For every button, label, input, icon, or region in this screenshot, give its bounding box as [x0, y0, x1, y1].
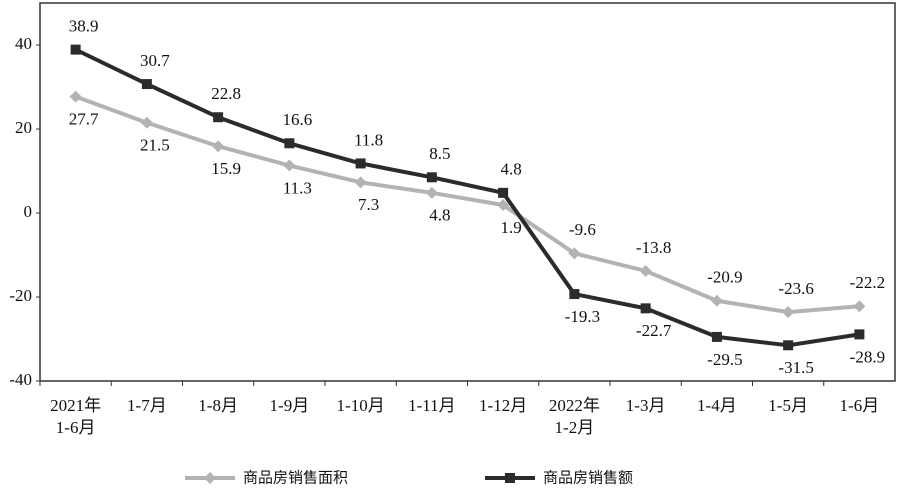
y-tick-label: 20 [15, 118, 32, 137]
data-label: 11.3 [283, 178, 312, 197]
marker [498, 187, 509, 198]
data-label: 8.5 [429, 144, 450, 163]
x-tick-label: 1-10月 [337, 396, 385, 415]
x-tick-label: 1-12月 [479, 396, 527, 415]
x-tick-label: 1-5月 [768, 396, 808, 415]
x-tick-label: 1-4月 [697, 396, 737, 415]
data-label: 4.8 [429, 206, 450, 225]
x-tick-label: 1-3月 [626, 396, 666, 415]
marker [710, 294, 723, 307]
x-tick-label: 1-11月 [408, 396, 456, 415]
data-label: 21.5 [140, 136, 170, 155]
marker [69, 90, 82, 103]
y-tick-label: -40 [9, 370, 32, 389]
data-label: -9.6 [569, 220, 596, 239]
marker [283, 159, 296, 172]
marker [284, 138, 295, 149]
marker [70, 44, 81, 55]
marker [354, 176, 367, 189]
marker [568, 247, 581, 260]
x-tick-label: 2022年 1-2月 [549, 396, 600, 437]
data-label: 38.9 [69, 17, 99, 36]
data-label: 22.8 [211, 84, 241, 103]
data-label: 7.3 [358, 195, 379, 214]
data-label: 11.8 [354, 130, 383, 149]
data-label: 30.7 [140, 51, 170, 70]
y-tick-label: 0 [24, 202, 33, 221]
x-tick-label: 1-9月 [270, 396, 310, 415]
data-label: 15.9 [211, 159, 241, 178]
legend: 商品房销售面积 商品房销售额 [185, 469, 633, 487]
marker [212, 140, 225, 153]
marker [639, 264, 652, 277]
marker [141, 79, 152, 90]
data-label: -22.7 [636, 321, 672, 340]
data-label: 16.6 [283, 110, 313, 129]
marker [711, 331, 722, 342]
x-tick-label: 1-8月 [198, 396, 238, 415]
marker [213, 112, 224, 123]
marker [569, 289, 580, 300]
data-label: 27.7 [69, 110, 99, 129]
data-label: 1.9 [501, 218, 522, 237]
legend-label: 商品房销售额 [543, 469, 633, 487]
legend-label: 商品房销售面积 [243, 469, 348, 487]
marker [853, 300, 866, 313]
series-line [74, 94, 860, 315]
y-tick-label: 40 [15, 34, 32, 53]
series-line [74, 47, 860, 348]
marker [640, 303, 651, 314]
data-label: -19.3 [565, 307, 600, 326]
data-label: -28.9 [850, 347, 885, 366]
marker [782, 306, 795, 319]
marker [355, 158, 366, 169]
marker [497, 199, 510, 212]
marker [140, 116, 153, 129]
marker [204, 472, 216, 484]
data-label: -13.8 [636, 238, 671, 257]
data-label: -29.5 [707, 350, 742, 369]
x-tick-label: 1-7月 [127, 396, 167, 415]
marker [854, 329, 865, 340]
data-label: 4.8 [501, 160, 522, 179]
data-label: -31.5 [778, 358, 813, 377]
data-label: -22.2 [850, 273, 885, 292]
x-tick-label: 1-6月 [840, 396, 880, 415]
marker [505, 473, 515, 483]
marker [426, 172, 437, 183]
data-label: -20.9 [707, 268, 742, 287]
data-label: -23.6 [778, 279, 813, 298]
marker [783, 340, 794, 351]
y-tick-label: -20 [9, 286, 32, 305]
marker [425, 186, 438, 199]
x-tick-label: 2021年 1-6月 [50, 396, 101, 437]
